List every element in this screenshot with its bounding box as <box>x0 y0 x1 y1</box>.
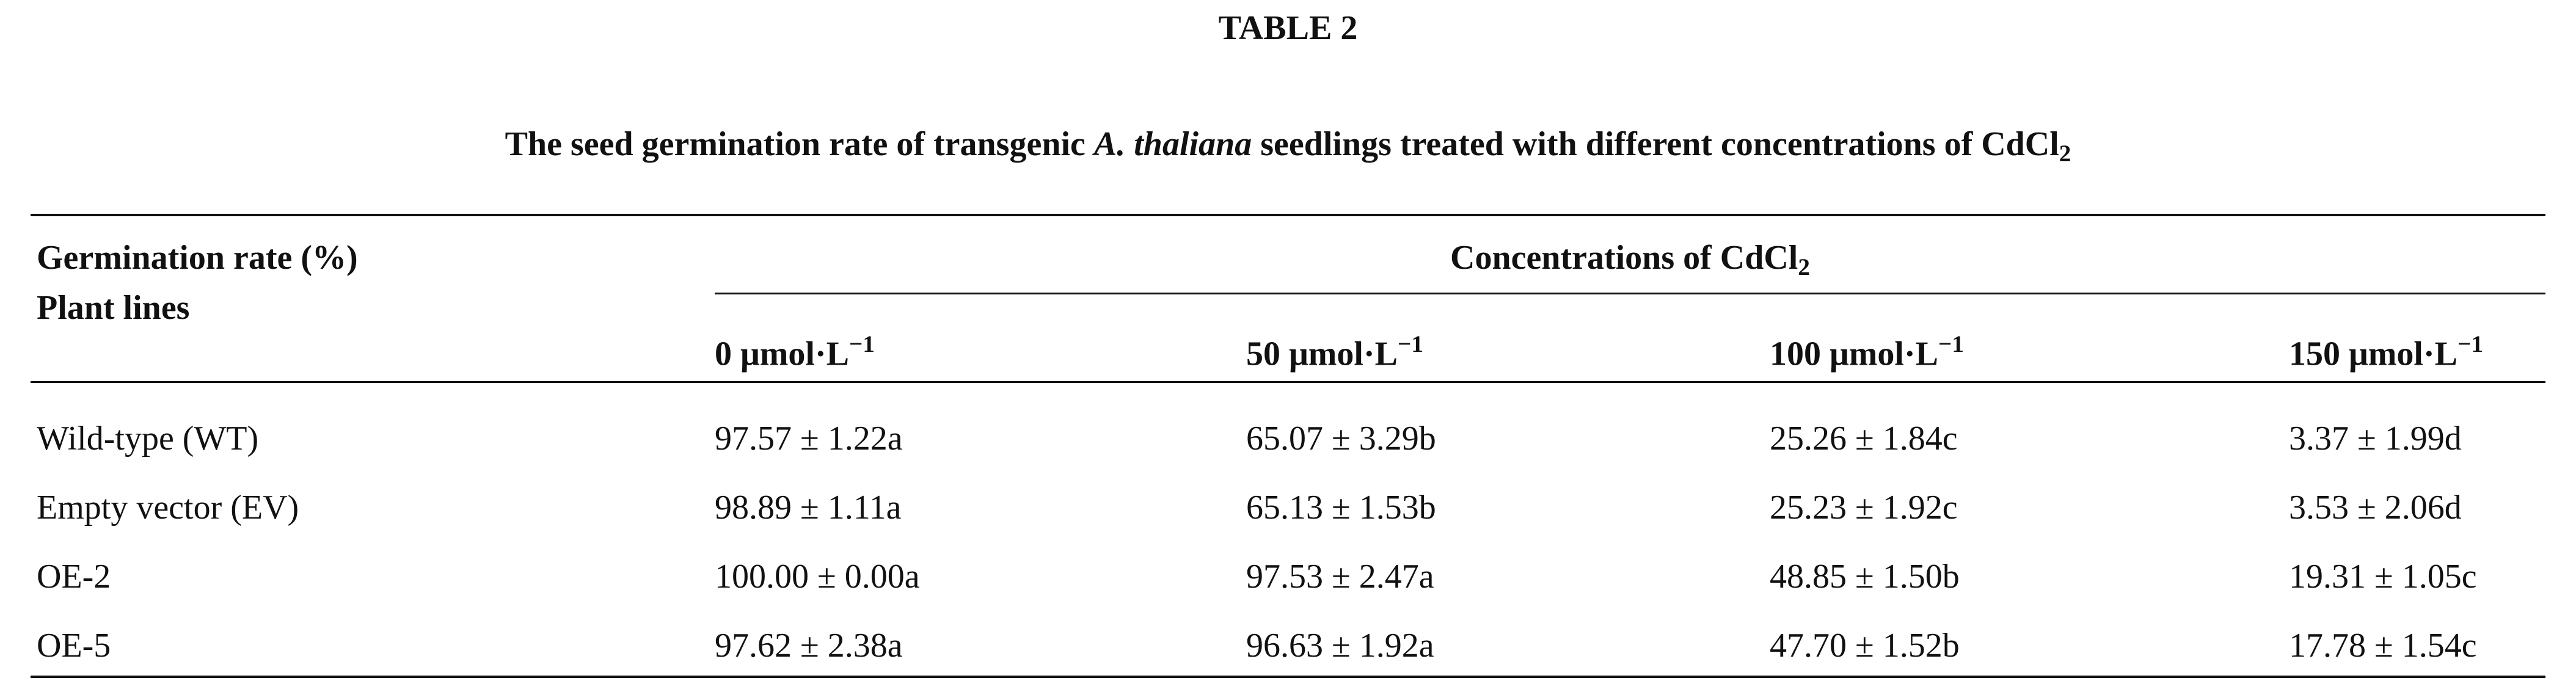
caption-subscript: 2 <box>2059 140 2071 167</box>
table-cell: 100.00 ± 0.00a <box>715 558 920 596</box>
table-cell: 25.26 ± 1.84c <box>1770 420 1958 458</box>
column-header-superscript: −1 <box>2457 331 2483 357</box>
column-header-text: 0 μmol·L <box>715 335 849 373</box>
table-cell: 17.78 ± 1.54c <box>2289 627 2477 665</box>
bottom-rule <box>31 676 2545 678</box>
table-cell: 19.31 ± 1.05c <box>2289 558 2477 596</box>
table-cell: 97.57 ± 1.22a <box>715 420 903 458</box>
column-header-superscript: −1 <box>1938 331 1964 357</box>
column-header-text: 50 μmol·L <box>1246 335 1398 373</box>
group-header-subscript: 2 <box>1798 253 1810 280</box>
table-cell: 97.62 ± 2.38a <box>715 627 903 665</box>
table-cell: 25.23 ± 1.92c <box>1770 489 1958 527</box>
row-label: OE-5 <box>37 627 111 665</box>
row-header: Plant lines <box>37 289 190 327</box>
column-header: 50 μmol·L−1 <box>1246 332 1423 371</box>
table-cell: 65.07 ± 3.29b <box>1246 420 1436 458</box>
caption-text: The seed germination rate of transgenic <box>505 125 1094 163</box>
column-header: 0 μmol·L−1 <box>715 332 875 371</box>
table-cell: 65.13 ± 1.53b <box>1246 489 1436 527</box>
row-label: Wild-type (WT) <box>37 420 259 458</box>
group-rule <box>715 293 2545 294</box>
table-cell: 47.70 ± 1.52b <box>1770 627 1960 665</box>
column-header-superscript: −1 <box>1397 331 1423 357</box>
table-label: TABLE 2 <box>1218 9 1358 47</box>
row-header: Germination rate (%) <box>37 239 358 277</box>
table-cell: 3.53 ± 2.06d <box>2289 489 2462 527</box>
table-cell: 98.89 ± 1.11a <box>715 489 902 527</box>
group-header-text: Concentrations of CdCl <box>1450 239 1798 277</box>
table-caption: The seed germination rate of transgenic … <box>0 127 2576 166</box>
row-label: Empty vector (EV) <box>37 489 299 527</box>
header-rule <box>31 381 2545 383</box>
caption-species: A. thaliana <box>1093 125 1252 163</box>
group-header: Concentrations of CdCl2 <box>715 241 2545 279</box>
column-header: 150 μmol·L−1 <box>2289 332 2483 371</box>
table-cell: 96.63 ± 1.92a <box>1246 627 1434 665</box>
table-cell: 3.37 ± 1.99d <box>2289 420 2462 458</box>
caption-text: seedlings treated with different concent… <box>1252 125 2059 163</box>
table-cell: 97.53 ± 2.47a <box>1246 558 1434 596</box>
column-header-text: 100 μmol·L <box>1770 335 1938 373</box>
column-header-superscript: −1 <box>848 331 875 357</box>
row-label: OE-2 <box>37 558 111 596</box>
column-header: 100 μmol·L−1 <box>1770 332 1964 371</box>
top-rule <box>31 214 2545 216</box>
column-header-text: 150 μmol·L <box>2289 335 2457 373</box>
table-cell: 48.85 ± 1.50b <box>1770 558 1960 596</box>
